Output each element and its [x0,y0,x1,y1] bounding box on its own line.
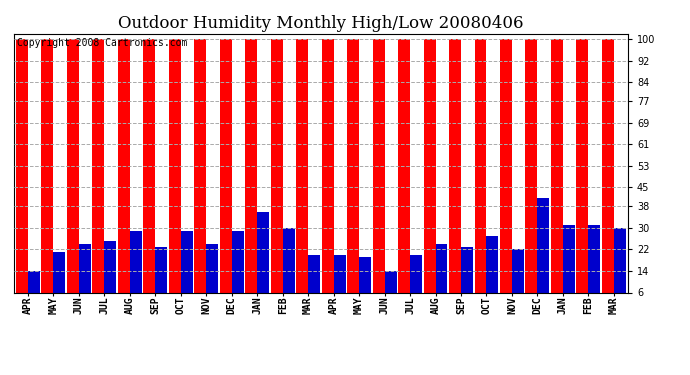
Bar [475,39,486,292]
Bar [194,39,206,292]
Bar [410,255,422,292]
Bar [67,39,79,292]
Bar [118,39,130,292]
Bar [270,39,283,292]
Bar [283,228,295,292]
Bar [398,39,410,292]
Bar [589,225,600,292]
Bar [257,211,269,292]
Bar [435,244,448,292]
Bar [449,39,461,292]
Bar [424,39,435,292]
Bar [551,39,563,292]
Bar [232,231,244,292]
Bar [614,228,626,292]
Bar [526,39,538,292]
Bar [563,225,575,292]
Bar [486,236,498,292]
Bar [512,249,524,292]
Bar [308,255,320,292]
Bar [28,271,40,292]
Bar [144,39,155,292]
Bar [245,39,257,292]
Bar [373,39,384,292]
Bar [333,255,346,292]
Bar [576,39,589,292]
Bar [461,247,473,292]
Bar [53,252,66,292]
Bar [219,39,232,292]
Bar [206,244,218,292]
Bar [500,39,512,292]
Bar [92,39,104,292]
Bar [104,241,116,292]
Bar [384,271,397,292]
Bar [181,231,193,292]
Bar [359,258,371,292]
Text: Copyright 2008 Cartronics.com: Copyright 2008 Cartronics.com [17,38,187,48]
Bar [602,39,614,292]
Bar [322,39,333,292]
Title: Outdoor Humidity Monthly High/Low 20080406: Outdoor Humidity Monthly High/Low 200804… [118,15,524,32]
Bar [130,231,141,292]
Bar [16,39,28,292]
Bar [296,39,308,292]
Bar [79,244,91,292]
Bar [538,198,549,292]
Bar [41,39,53,292]
Bar [347,39,359,292]
Bar [169,39,181,292]
Bar [155,247,167,292]
